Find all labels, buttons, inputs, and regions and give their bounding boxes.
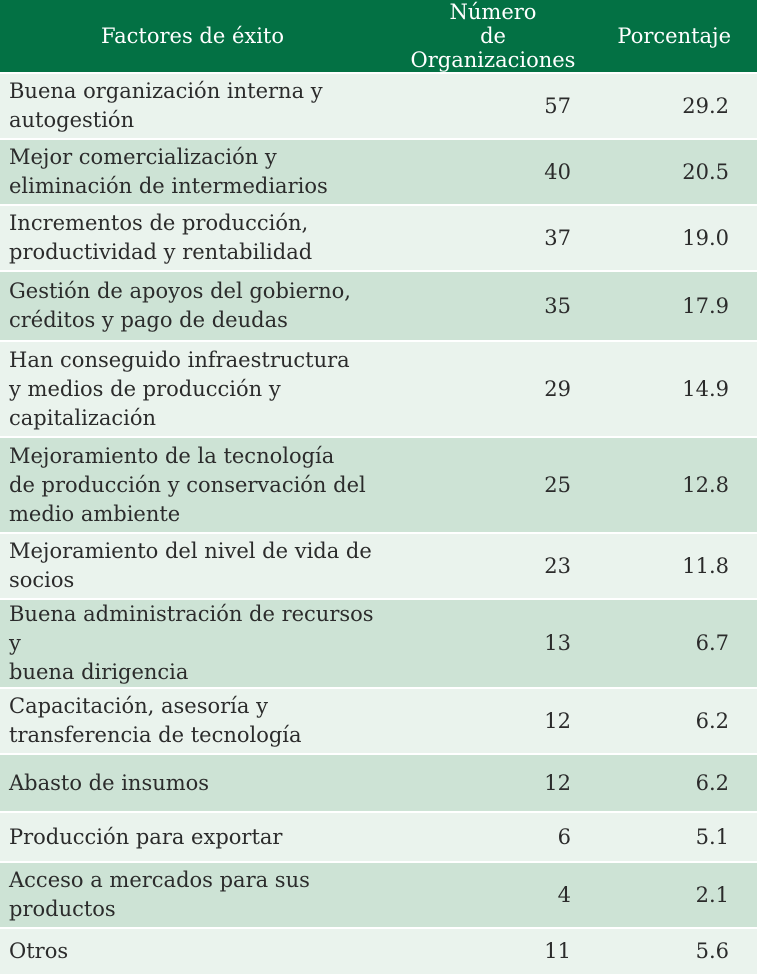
percent-cell: 12.8 [585,436,757,533]
factor-cell: Incrementos de producción, productividad … [0,204,385,271]
table-row: Producción para exportar 6 5.1 [0,811,757,862]
factor-cell: Capacitación, asesoría y transferencia de… [0,687,385,754]
factor-cell: Han conseguido infraestructura y medios d… [0,340,385,437]
count-cell: 57 [385,72,585,139]
count-cell: 35 [385,270,585,341]
header-porcentaje: Porcentaje [585,0,757,73]
factor-cell: Otros [0,927,385,974]
factor-cell: Gestión de apoyos del gobierno, créditos … [0,270,385,341]
table-row: Acceso a mercados para sus productos 4 2.… [0,861,757,928]
factor-cell: Buena administración de recursos y buena … [0,598,385,688]
percent-cell: 6.2 [585,753,757,812]
count-cell: 6 [385,811,585,862]
table-row: Abasto de insumos 12 6.2 [0,753,757,812]
count-cell: 4 [385,861,585,928]
table-row: Otros 11 5.6 [0,927,757,974]
percent-cell: 19.0 [585,204,757,271]
factor-cell: Abasto de insumos [0,753,385,812]
percent-cell: 5.1 [585,811,757,862]
table-row: Mejoramiento del nivel de vida de socios … [0,532,757,599]
percent-cell: 17.9 [585,270,757,341]
header-numero-line2: de Organizaciones [410,24,576,72]
percent-cell: 29.2 [585,72,757,139]
factor-cell: Producción para exportar [0,811,385,862]
table-row: Gestión de apoyos del gobierno, créditos … [0,270,757,341]
table-row: Capacitación, asesoría y transferencia de… [0,687,757,754]
percent-cell: 5.6 [585,927,757,974]
percent-cell: 20.5 [585,138,757,205]
factor-cell: Mejoramiento del nivel de vida de socios [0,532,385,599]
table-row: Buena administración de recursos y buena … [0,598,757,688]
header-factores: Factores de éxito [0,0,385,73]
table-header-row: Factores de éxito Número de Organizacion… [0,0,757,73]
header-numero-line1: Número [449,0,537,24]
factor-cell: Mejoramiento de la tecnología de producci… [0,436,385,533]
count-cell: 37 [385,204,585,271]
percent-cell: 6.7 [585,598,757,688]
factor-cell: Buena organización interna y autogestión [0,72,385,139]
table-row: Mejoramiento de la tecnología de producci… [0,436,757,533]
count-cell: 12 [385,753,585,812]
table-row: Mejor comercialización y eliminación de i… [0,138,757,205]
count-cell: 23 [385,532,585,599]
count-cell: 13 [385,598,585,688]
percent-cell: 6.2 [585,687,757,754]
factor-cell: Acceso a mercados para sus productos [0,861,385,928]
count-cell: 25 [385,436,585,533]
count-cell: 12 [385,687,585,754]
table-row: Buena organización interna y autogestión … [0,72,757,139]
count-cell: 40 [385,138,585,205]
percent-cell: 11.8 [585,532,757,599]
percent-cell: 14.9 [585,340,757,437]
count-cell: 11 [385,927,585,974]
percent-cell: 2.1 [585,861,757,928]
count-cell: 29 [385,340,585,437]
table-row: Incrementos de producción, productividad … [0,204,757,271]
header-numero: Número de Organizaciones [385,0,585,73]
factor-cell: Mejor comercialización y eliminación de i… [0,138,385,205]
table-row: Han conseguido infraestructura y medios d… [0,340,757,437]
